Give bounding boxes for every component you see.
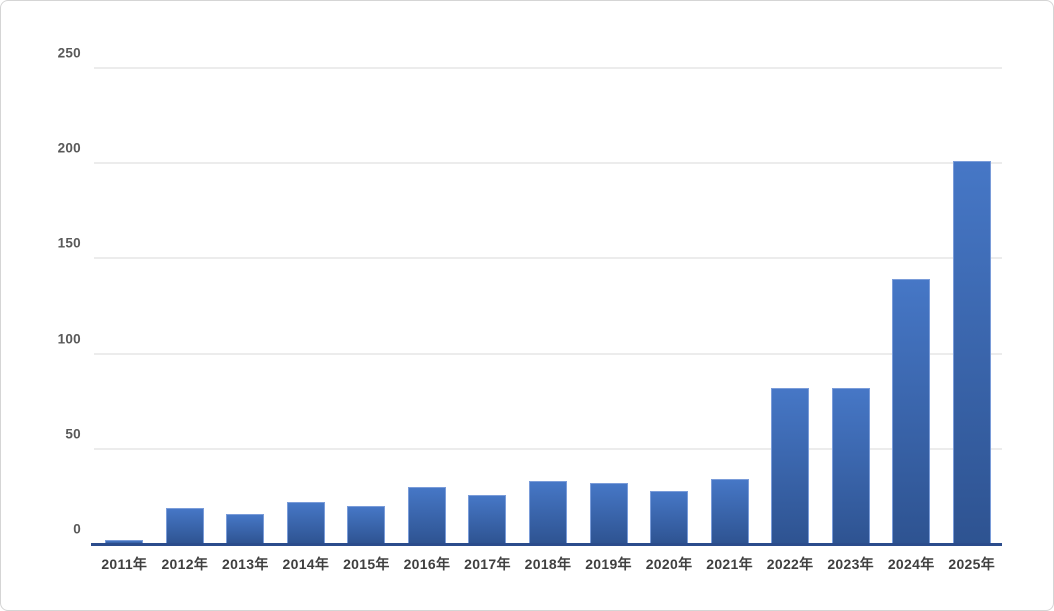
- x-tick-label: 2018年: [524, 556, 572, 572]
- bar-slot: [276, 68, 337, 544]
- gridline: [94, 353, 1002, 355]
- x-tick-label: 2020年: [645, 556, 693, 572]
- y-tick-label: 200: [57, 140, 81, 156]
- bar-slot: [699, 68, 760, 544]
- bar-2021年: [710, 479, 749, 544]
- x-tick-label: 2013年: [222, 556, 269, 572]
- bar-slot: [639, 68, 700, 544]
- bar-2025年: [952, 161, 991, 544]
- bar-slot: [518, 68, 579, 544]
- bar-2014年: [286, 502, 325, 544]
- gridline: [94, 67, 1002, 69]
- bar-2020年: [650, 490, 689, 544]
- x-axis-line: [91, 543, 1002, 546]
- x-tick-label: 2016年: [403, 556, 451, 572]
- x-tick-label: 2014年: [282, 556, 330, 572]
- bar-slot: [215, 68, 276, 544]
- x-tick-label: 2015年: [343, 556, 390, 572]
- y-tick-label: 100: [57, 331, 81, 347]
- y-tick-label: 150: [57, 235, 81, 251]
- bar-slot: [820, 68, 881, 544]
- bar-slot: [881, 68, 942, 544]
- bar-slot: [941, 68, 1002, 544]
- bar-2016年: [407, 486, 446, 544]
- gridline: [94, 162, 1002, 164]
- gridline: [94, 448, 1002, 450]
- bar-slot: [336, 68, 397, 544]
- bar-2013年: [226, 513, 265, 544]
- x-tick-label: 2025年: [948, 556, 996, 572]
- bar-2011年: [105, 540, 144, 544]
- plot-area: 0 50 100 150 200 250 2011年 2012年 2013年 2014年 2015…: [58, 46, 1002, 572]
- bar-2019年: [589, 483, 628, 544]
- bar-2023年: [831, 387, 870, 544]
- bar-2017年: [468, 494, 507, 544]
- bar-slot: [397, 68, 458, 544]
- bar-slot: [94, 68, 155, 544]
- gridline: [94, 257, 1002, 259]
- x-tick-label: 2019年: [585, 556, 632, 572]
- bar-2018年: [528, 481, 567, 544]
- bar-slot: [578, 68, 639, 544]
- x-axis-labels: 2011年 2012年 2013年 2014年 2015年 2016年 2017年 2018年…: [94, 554, 1002, 574]
- x-tick-label: 2022年: [766, 556, 814, 572]
- bar-slot: [155, 68, 216, 544]
- bar-2022年: [771, 387, 810, 544]
- bar-2024年: [892, 279, 931, 544]
- bar-slot: [457, 68, 518, 544]
- x-tick-label: 2021年: [706, 556, 753, 572]
- gridlines: [94, 67, 1002, 544]
- bars-container: [94, 68, 1002, 544]
- bar-2015年: [347, 505, 386, 544]
- x-tick-label: 2017年: [464, 556, 511, 572]
- y-tick-label: 0: [73, 521, 81, 537]
- x-tick-label: 2023年: [827, 556, 874, 572]
- x-tick-label: 2012年: [161, 556, 209, 572]
- bar-2012年: [165, 507, 204, 544]
- x-tick-label: 2011年: [101, 556, 148, 572]
- y-tick-label: 250: [57, 45, 81, 61]
- x-tick-label: 2024年: [887, 556, 935, 572]
- y-tick-label: 50: [65, 426, 81, 442]
- bar-slot: [760, 68, 821, 544]
